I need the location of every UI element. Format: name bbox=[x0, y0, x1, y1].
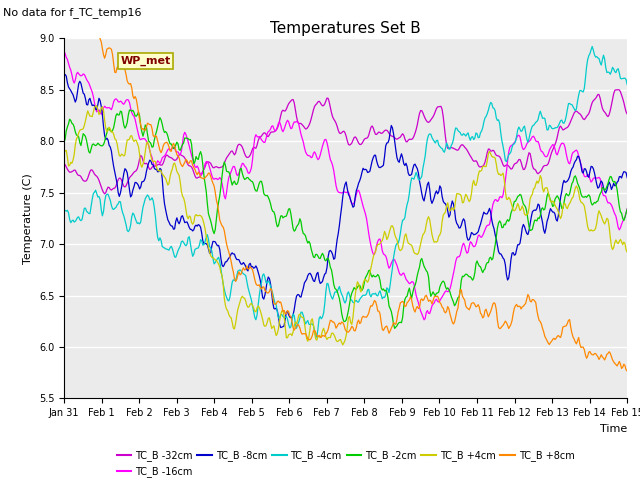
TC_B +4cm bbox=[397, 247, 405, 252]
TC_B +4cm bbox=[367, 265, 375, 271]
TC_B -16cm bbox=[328, 159, 335, 165]
TC_B -4cm bbox=[313, 335, 321, 340]
Line: TC_B -4cm: TC_B -4cm bbox=[64, 47, 627, 337]
TC_B -2cm bbox=[612, 181, 620, 187]
TC_B -16cm bbox=[523, 141, 531, 147]
TC_B -4cm bbox=[523, 136, 531, 142]
Text: WP_met: WP_met bbox=[120, 56, 171, 66]
TC_B +8cm bbox=[396, 305, 403, 311]
Y-axis label: Temperature (C): Temperature (C) bbox=[23, 173, 33, 264]
TC_B +8cm bbox=[365, 310, 372, 316]
TC_B -32cm bbox=[611, 87, 619, 93]
TC_B +4cm bbox=[339, 342, 347, 348]
Line: TC_B +4cm: TC_B +4cm bbox=[64, 106, 627, 345]
TC_B -4cm bbox=[329, 296, 337, 302]
TC_B +4cm bbox=[60, 150, 68, 156]
TC_B -8cm bbox=[397, 151, 405, 156]
TC_B -4cm bbox=[366, 292, 374, 298]
TC_B -2cm bbox=[391, 325, 399, 331]
TC_B +8cm bbox=[60, 2, 68, 8]
TC_B +4cm bbox=[524, 211, 532, 217]
TC_B -16cm bbox=[611, 211, 619, 217]
TC_B +8cm bbox=[328, 318, 335, 324]
TC_B -2cm bbox=[397, 320, 405, 325]
Legend: TC_B -32cm, TC_B -16cm, TC_B -8cm, TC_B -4cm, TC_B -2cm, TC_B +4cm, TC_B +8cm: TC_B -32cm, TC_B -16cm, TC_B -8cm, TC_B … bbox=[113, 446, 579, 480]
TC_B -4cm bbox=[397, 231, 404, 237]
TC_B +4cm bbox=[623, 249, 631, 255]
TC_B -2cm bbox=[524, 216, 532, 222]
TC_B -2cm bbox=[125, 107, 133, 113]
TC_B -16cm bbox=[60, 48, 68, 54]
TC_B +4cm bbox=[612, 237, 620, 243]
TC_B -8cm bbox=[367, 163, 375, 169]
TC_B -4cm bbox=[60, 208, 68, 214]
TC_B -16cm bbox=[396, 270, 403, 276]
TC_B +8cm bbox=[331, 321, 339, 327]
Line: TC_B -16cm: TC_B -16cm bbox=[64, 51, 627, 320]
TC_B +8cm bbox=[610, 359, 618, 365]
TC_B -16cm bbox=[420, 317, 428, 323]
TC_B +4cm bbox=[329, 330, 337, 336]
TC_B -8cm bbox=[330, 256, 337, 262]
TC_B -8cm bbox=[277, 324, 285, 330]
Line: TC_B -32cm: TC_B -32cm bbox=[64, 90, 627, 194]
TC_B -8cm bbox=[524, 232, 532, 238]
TC_B +8cm bbox=[522, 300, 529, 306]
TC_B -32cm bbox=[523, 160, 531, 166]
TC_B -8cm bbox=[60, 73, 68, 79]
TC_B -4cm bbox=[623, 82, 631, 87]
TC_B -2cm bbox=[329, 274, 337, 279]
TC_B -2cm bbox=[60, 139, 68, 145]
TC_B -32cm bbox=[329, 114, 337, 120]
TC_B -32cm bbox=[332, 120, 340, 126]
TC_B -32cm bbox=[60, 160, 68, 166]
TC_B -32cm bbox=[623, 111, 631, 117]
Text: No data for f_TC_temp16: No data for f_TC_temp16 bbox=[3, 7, 141, 18]
TC_B +4cm bbox=[332, 337, 340, 343]
Line: TC_B -2cm: TC_B -2cm bbox=[64, 110, 627, 328]
TC_B -8cm bbox=[333, 237, 341, 242]
TC_B -8cm bbox=[61, 72, 69, 77]
TC_B -32cm bbox=[397, 134, 404, 140]
TC_B -4cm bbox=[588, 44, 596, 49]
Title: Temperatures Set B: Temperatures Set B bbox=[270, 21, 421, 36]
TC_B -2cm bbox=[332, 287, 340, 292]
Line: TC_B +8cm: TC_B +8cm bbox=[64, 5, 627, 371]
TC_B -16cm bbox=[365, 231, 372, 237]
TC_B -2cm bbox=[623, 206, 631, 212]
TC_B -2cm bbox=[366, 267, 374, 273]
TC_B -4cm bbox=[612, 70, 620, 75]
TC_B -32cm bbox=[366, 128, 374, 134]
TC_B -32cm bbox=[614, 87, 622, 93]
TC_B +8cm bbox=[623, 368, 631, 374]
TC_B -16cm bbox=[623, 205, 631, 211]
TC_B -8cm bbox=[623, 175, 631, 180]
TC_B -8cm bbox=[612, 182, 620, 188]
Text: Time: Time bbox=[600, 423, 627, 433]
TC_B -16cm bbox=[331, 175, 339, 181]
TC_B -32cm bbox=[100, 191, 108, 197]
Line: TC_B -8cm: TC_B -8cm bbox=[64, 74, 627, 327]
TC_B -4cm bbox=[332, 289, 340, 295]
TC_B +4cm bbox=[93, 103, 100, 108]
